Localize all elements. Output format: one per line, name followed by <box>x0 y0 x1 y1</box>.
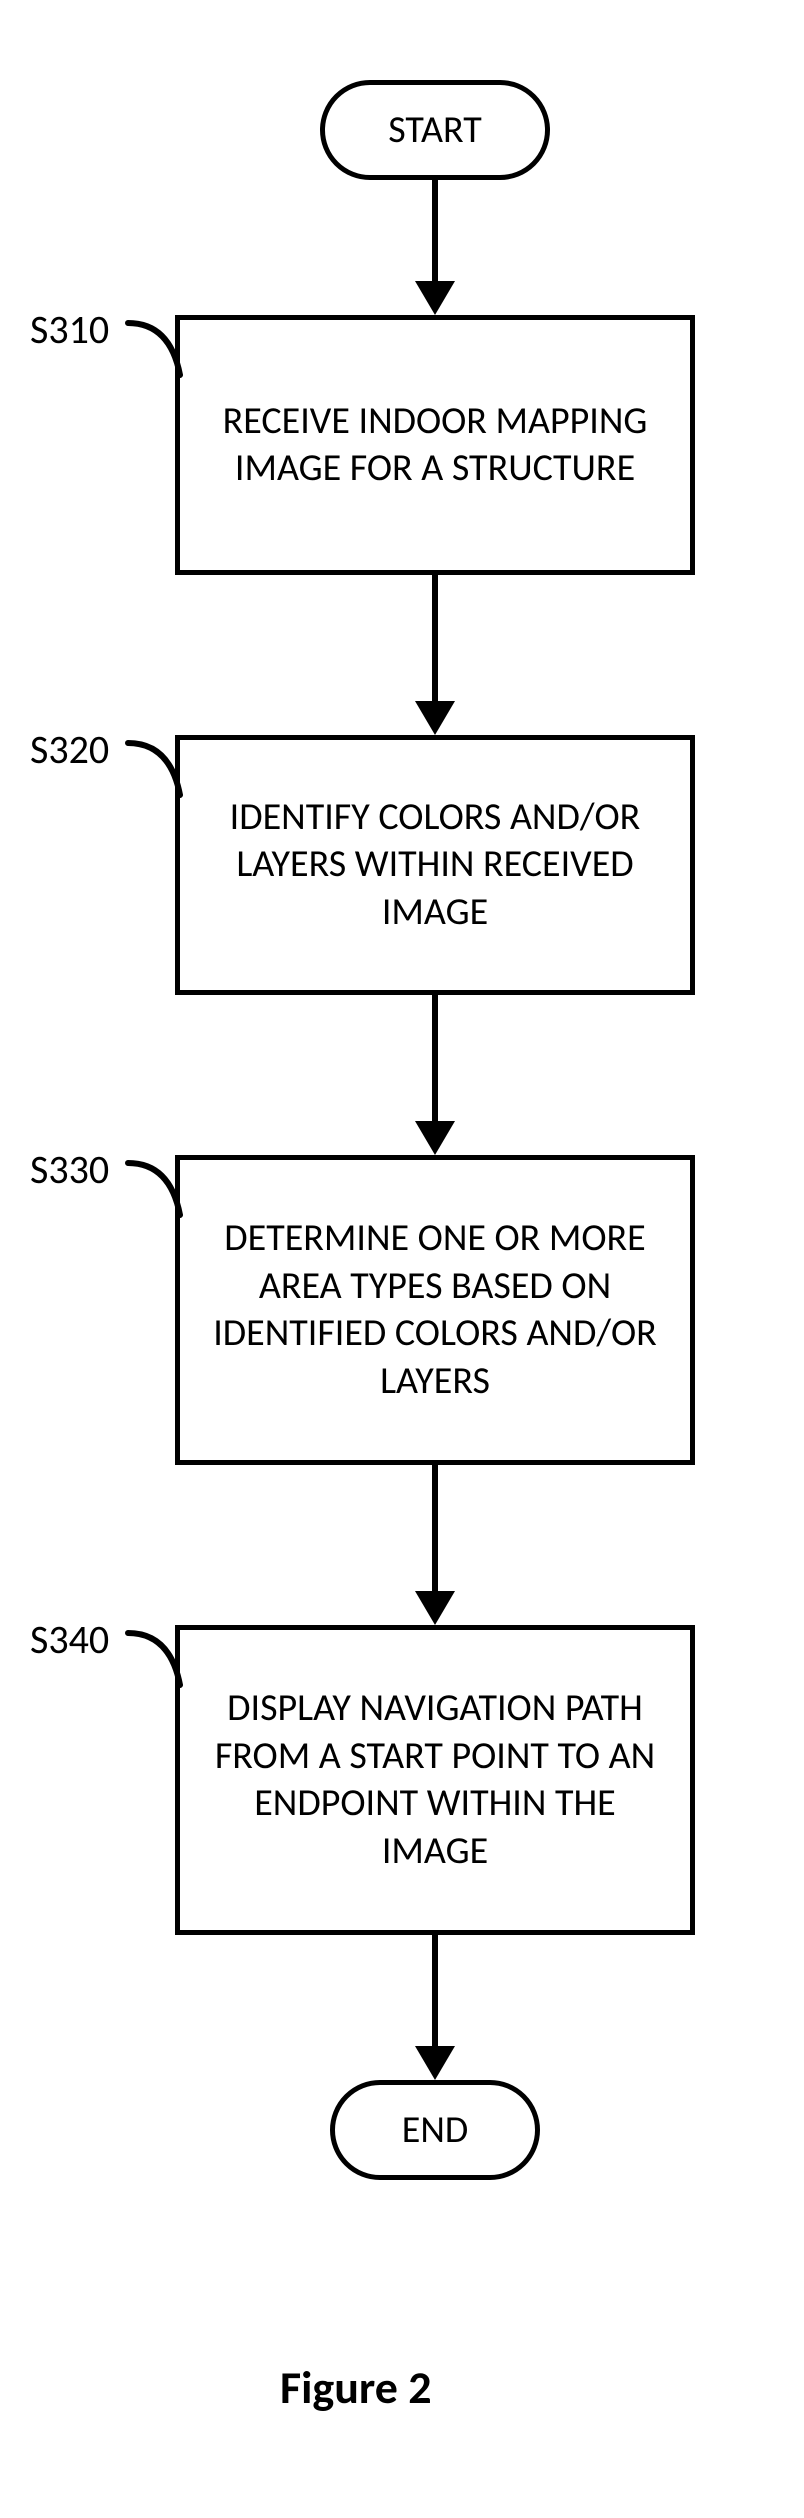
process-s320: IDENTIFY COLORS AND/OR LAYERS WITHIN REC… <box>175 735 695 995</box>
swoosh-s310 <box>125 320 205 380</box>
flowchart-container: { "colors": { "stroke": "#000000", "back… <box>0 0 804 2518</box>
process-s340-text: DISPLAY NAVIGATION PATH FROM A START POI… <box>200 1685 670 1875</box>
process-s330: DETERMINE ONE OR MORE AREA TYPES BASED O… <box>175 1155 695 1465</box>
swoosh-s330 <box>125 1160 205 1220</box>
terminator-start-text: START <box>388 107 482 153</box>
process-s330-text: DETERMINE ONE OR MORE AREA TYPES BASED O… <box>200 1215 670 1405</box>
terminator-end-text: END <box>402 2107 468 2153</box>
process-s310-text: RECEIVE INDOOR MAPPING IMAGE FOR A STRUC… <box>200 398 670 493</box>
label-s340: S340 <box>30 1615 109 1664</box>
process-s320-text: IDENTIFY COLORS AND/OR LAYERS WITHIN REC… <box>200 794 670 937</box>
terminator-end: END <box>330 2080 540 2180</box>
label-s330: S330 <box>30 1145 109 1194</box>
process-s340: DISPLAY NAVIGATION PATH FROM A START POI… <box>175 1625 695 1935</box>
label-s310: S310 <box>30 305 109 354</box>
swoosh-s340 <box>125 1630 205 1690</box>
process-s310: RECEIVE INDOOR MAPPING IMAGE FOR A STRUC… <box>175 315 695 575</box>
terminator-start: START <box>320 80 550 180</box>
label-s320: S320 <box>30 725 109 774</box>
swoosh-s320 <box>125 740 205 800</box>
figure-caption: Figure 2 <box>280 2360 432 2416</box>
